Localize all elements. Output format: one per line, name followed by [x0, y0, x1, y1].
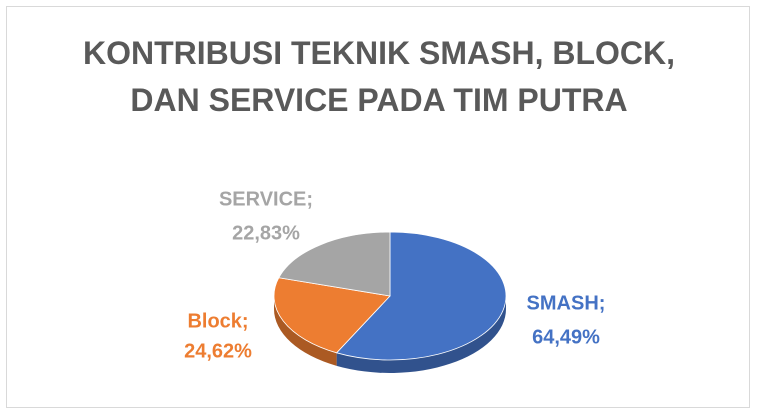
chart-title: KONTRIBUSI TEKNIK SMASH, BLOCK, DAN SERV…: [83, 35, 675, 118]
pie-side: [336, 296, 507, 374]
slice-category-label: SERVICE;: [219, 188, 313, 210]
slice-category-label: SMASH;: [527, 292, 606, 314]
pie-slice: [273, 277, 391, 354]
slice-value-label: 64,49%: [532, 326, 600, 348]
slice-category-label: Block;: [187, 310, 248, 332]
chart-frame: [6, 6, 750, 408]
pie-slice: [335, 231, 507, 361]
slice-value-label: 22,83%: [232, 222, 300, 244]
pie-side: [274, 296, 337, 366]
pie-slice: [278, 231, 391, 297]
slice-value-label: 24,62%: [184, 340, 252, 362]
